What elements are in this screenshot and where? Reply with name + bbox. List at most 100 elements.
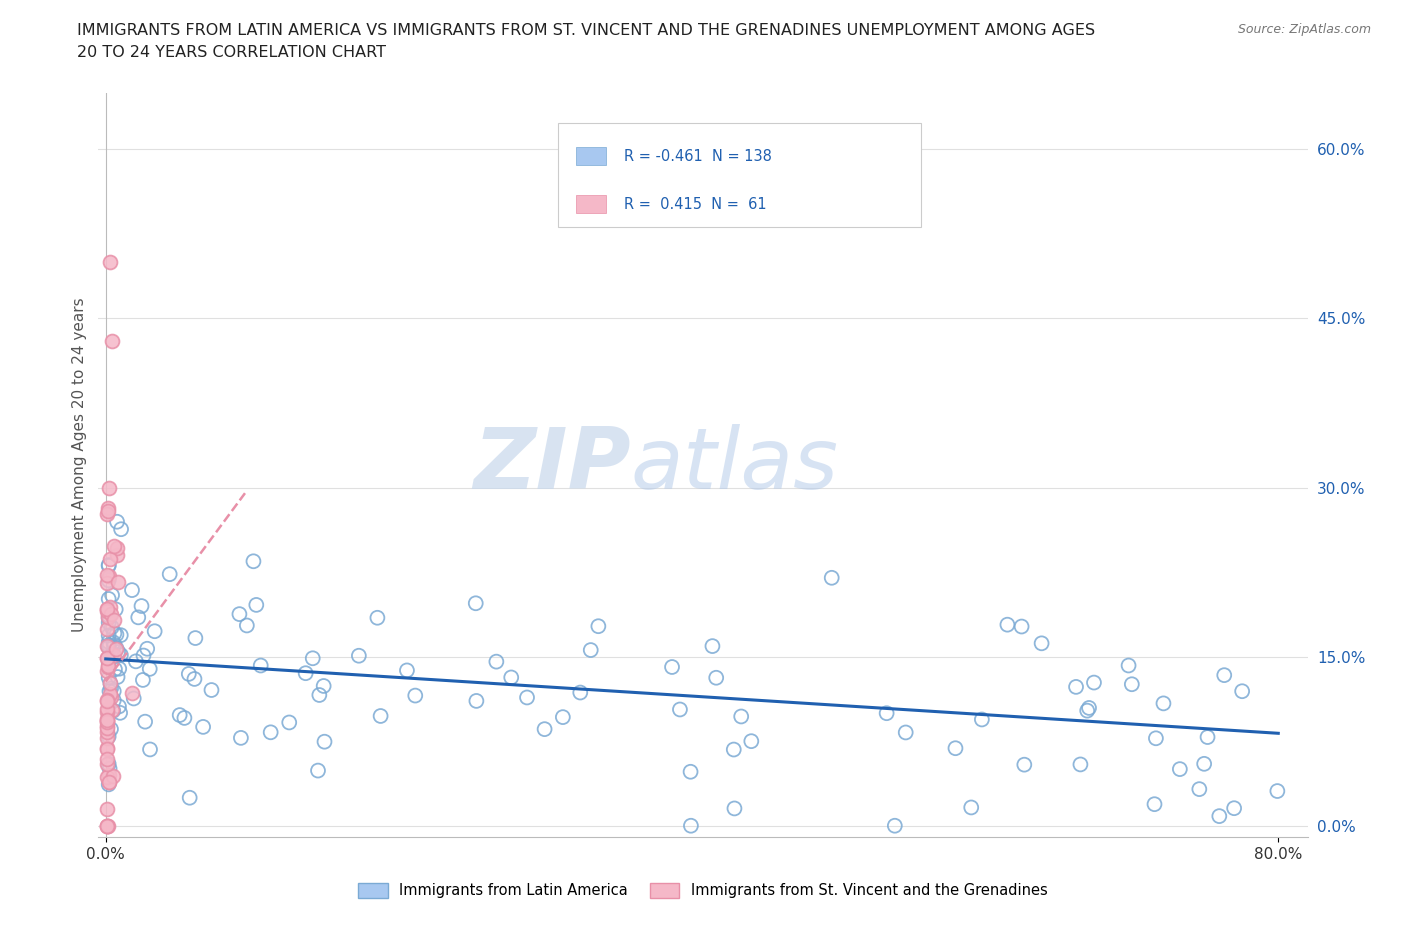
Point [127,610,149,625]
Point [366,610,388,625]
Point [97,608,120,623]
Point [516,690,538,705]
Point [485,654,508,669]
Point [125,654,148,669]
Point [96,704,118,719]
Point [105,641,128,656]
Point [96,719,118,734]
FancyBboxPatch shape [558,123,921,227]
Point [97,818,120,833]
Text: atlas: atlas [630,423,838,507]
Point [97,558,120,573]
Point [97,775,120,790]
Point [132,648,155,663]
Point [101,588,124,603]
Point [183,671,205,686]
Point [134,714,156,729]
Point [894,725,917,740]
Point [103,539,125,554]
Point [103,684,125,698]
Point [723,801,745,816]
Point [100,647,122,662]
Point [100,722,122,737]
Point [1213,668,1236,683]
Point [191,720,214,735]
Point [96,651,118,666]
Point [131,599,153,614]
Point [98,761,121,776]
Point [97,609,120,624]
Point [96,802,118,817]
Point [1078,700,1101,715]
Point [136,642,159,657]
Point [97,640,120,655]
Point [96,507,118,522]
Point [96,713,118,728]
Point [730,709,752,724]
Point [1143,797,1166,812]
Point [100,690,122,705]
Point [307,764,329,778]
Point [96,694,118,709]
Point [96,604,118,618]
Point [278,715,301,730]
Point [97,638,120,653]
Point [97,558,120,573]
Point [1083,675,1105,690]
Point [96,818,118,833]
Point [1188,782,1211,797]
Point [96,567,118,582]
Point [96,693,118,708]
Point [96,639,118,654]
Point [179,790,201,805]
Point [98,675,121,690]
Point [101,702,124,717]
Point [97,573,120,588]
Point [97,777,120,791]
Point [103,693,125,708]
Point [103,637,125,652]
Point [98,600,121,615]
Point [679,818,702,833]
Point [143,624,166,639]
Point [1192,756,1215,771]
Point [107,644,129,659]
Point [1168,762,1191,777]
Point [1267,784,1289,799]
Point [588,618,610,633]
Point [96,576,118,591]
Point [107,548,129,563]
Point [103,613,125,628]
Point [100,648,122,663]
Point [97,658,120,673]
Point [312,679,335,694]
Point [96,724,118,739]
Point [97,657,120,671]
Point [579,643,602,658]
Point [96,622,118,637]
Point [997,618,1019,632]
Point [96,818,118,833]
Point [98,686,121,701]
Point [723,742,745,757]
Text: R =  0.415  N =  61: R = 0.415 N = 61 [624,196,768,211]
Point [97,591,120,606]
Point [301,651,323,666]
Point [1076,703,1098,718]
Point [122,691,145,706]
Point [236,618,259,633]
Point [100,334,122,349]
Point [1011,619,1033,634]
Point [347,648,370,663]
Point [97,568,120,583]
Point [96,701,118,716]
Point [96,651,118,666]
Point [242,554,264,569]
Point [110,647,132,662]
Point [96,712,118,727]
Point [97,659,120,674]
Point [1031,636,1053,651]
Point [104,602,127,617]
Point [104,662,127,677]
Point [103,703,125,718]
